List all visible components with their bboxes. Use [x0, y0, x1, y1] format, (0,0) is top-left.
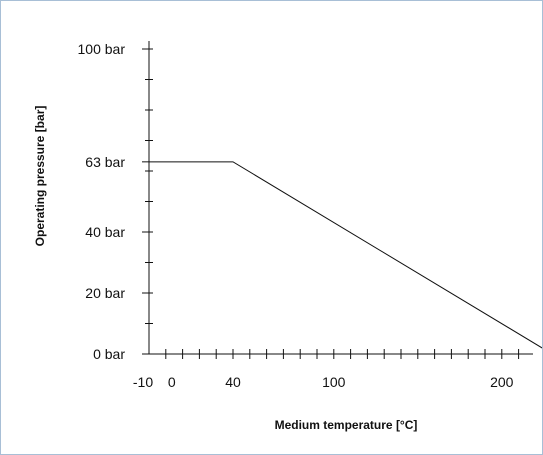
y-tick-label: 0 bar: [93, 346, 125, 362]
pressure-curve: [149, 161, 542, 349]
x-tick-label: 100: [322, 374, 346, 390]
axes: 0 bar 20 bar 40 bar 63 bar 100 bar -10 0 40 100 2…: [78, 41, 533, 390]
x-tick-label: 40: [225, 374, 241, 390]
y-axis-title: Operating pressure [bar]: [33, 106, 47, 247]
y-tick-label: 40 bar: [85, 224, 125, 240]
y-tick-label: 20 bar: [85, 285, 125, 301]
x-tick-label: 0: [168, 374, 176, 390]
x-tick-label: -10: [133, 374, 153, 390]
x-tick-label: 200: [490, 374, 514, 390]
y-tick-label: 100 bar: [78, 41, 126, 57]
y-tick-label: 63 bar: [85, 154, 125, 170]
series-layer: [149, 161, 542, 349]
x-axis-title: Medium temperature [°C]: [275, 418, 418, 432]
